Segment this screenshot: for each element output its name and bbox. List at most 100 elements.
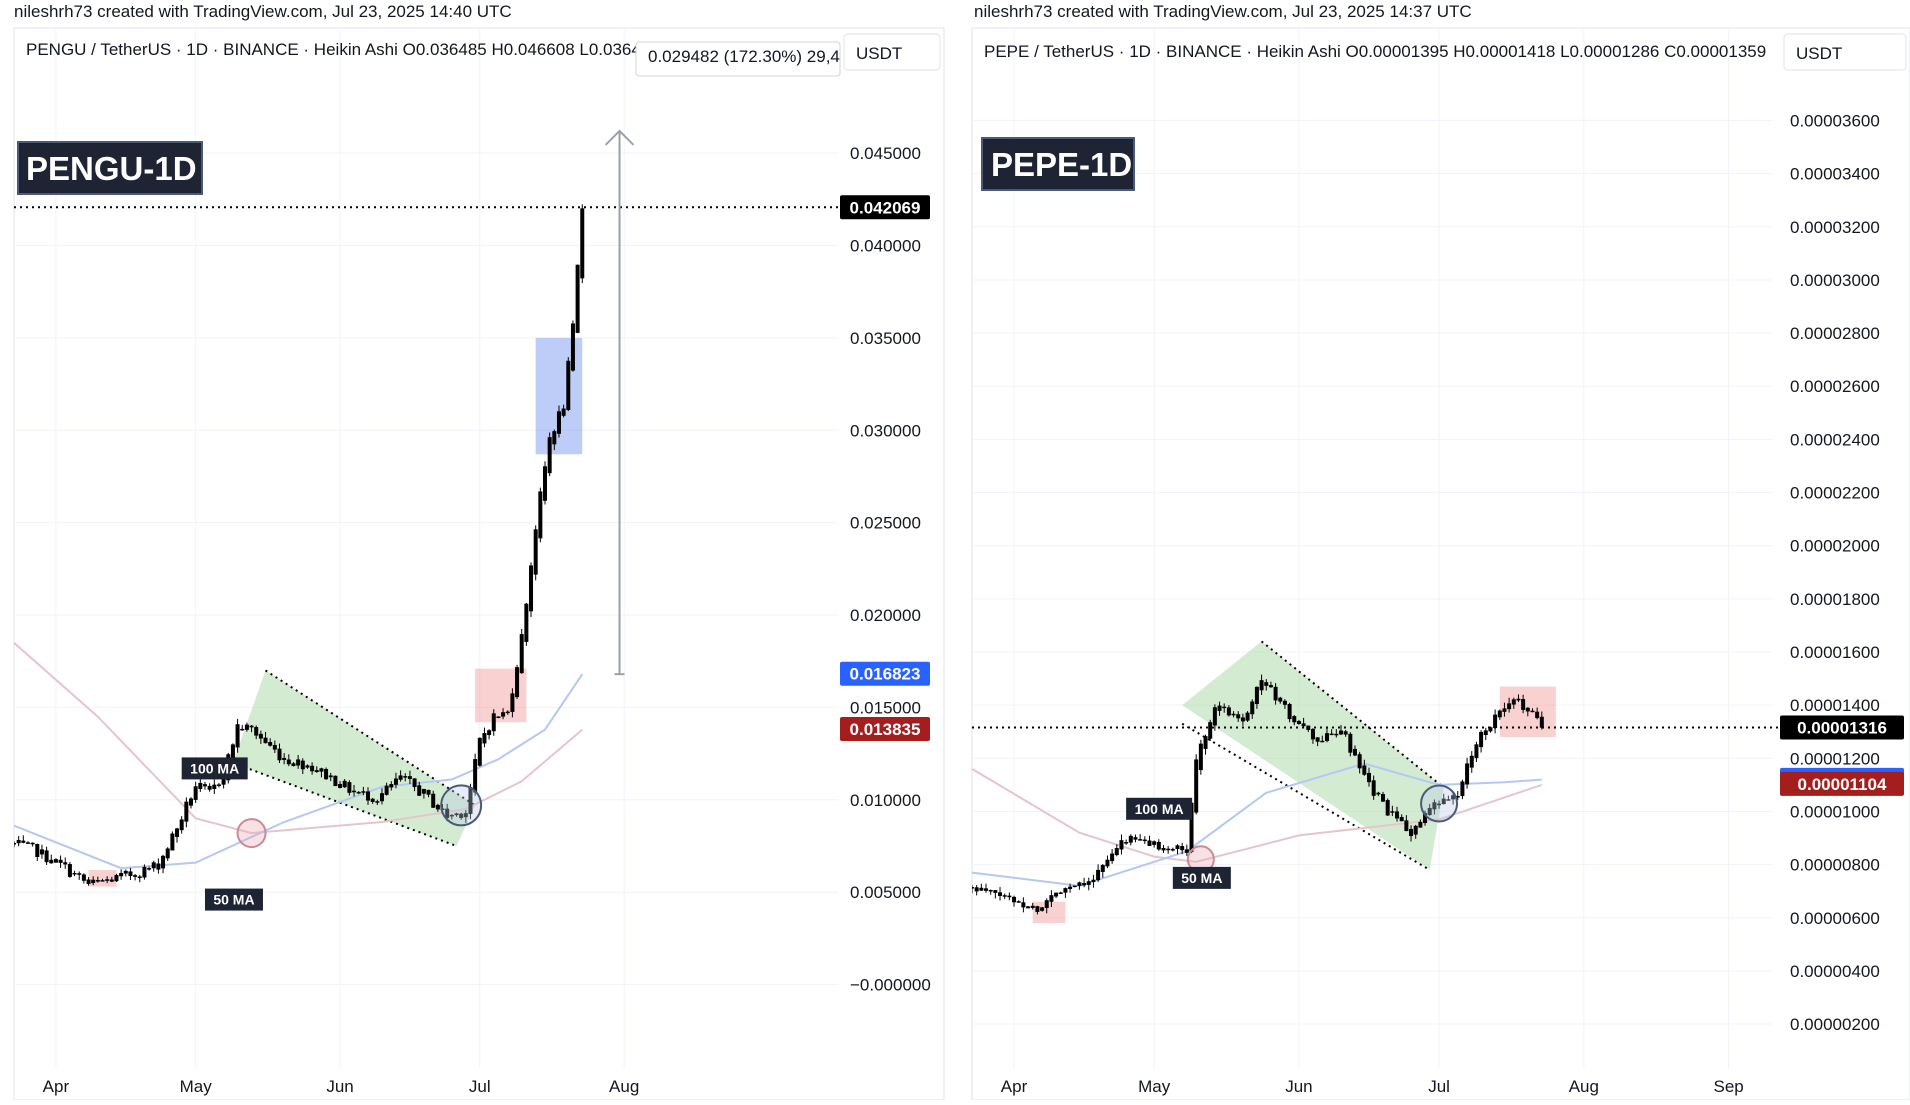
right-panel-frame — [971, 27, 1910, 1101]
pengu-credit: nileshrh73 created with TradingView.com,… — [14, 2, 512, 21]
candle-body — [1418, 821, 1423, 828]
y-tick-label: 0.00001400 — [1790, 696, 1880, 715]
candle-body — [1493, 714, 1498, 729]
y-tick-label: 0.00001600 — [1790, 643, 1880, 662]
candle-body — [1324, 733, 1329, 742]
red-bottom-box — [88, 870, 117, 887]
candle-body — [123, 870, 128, 874]
ma-50-label: 50 MA — [213, 892, 254, 908]
falling-wedge-zone — [1182, 641, 1444, 870]
candle-body — [431, 793, 436, 808]
ma50-badge — [840, 661, 930, 686]
x-tick-label: Apr — [1001, 1077, 1028, 1096]
candle-body — [1268, 685, 1273, 688]
pengu-currency-button[interactable]: USDT — [843, 33, 941, 71]
ma100-badge-text: 0.013835 — [850, 720, 921, 739]
candle-body — [189, 798, 193, 806]
candle-body — [356, 791, 361, 794]
candle-body — [501, 712, 506, 717]
price-badge — [840, 195, 930, 220]
candle-body — [1278, 697, 1283, 702]
chart-overlay: 0.045000 0.040000 0.035000 0.030000 0.025000… — [14, 111, 1904, 1096]
price-badge — [1780, 715, 1904, 740]
candle-body — [35, 844, 40, 858]
candle-body — [1427, 807, 1432, 815]
candle-body — [314, 770, 319, 773]
candle-body — [165, 848, 170, 859]
candle-body — [175, 828, 180, 837]
candle-body — [14, 843, 16, 845]
candle-body — [338, 783, 343, 788]
candle-body — [1026, 906, 1031, 909]
candle-body — [1409, 828, 1414, 837]
candle-body — [1539, 716, 1544, 728]
ma-50-line — [14, 673, 584, 870]
candle-body — [1208, 722, 1213, 739]
candle-body — [482, 732, 487, 744]
candle-body — [1362, 765, 1367, 775]
wedge-trendline — [232, 761, 457, 847]
candle-body — [1100, 864, 1105, 872]
pengu-title-badge: PENGU-1D — [17, 141, 203, 195]
x-tick-label: Jul — [469, 1077, 491, 1096]
pengu-measure-label: 0.029482 (172.30%) 29,4 — [648, 47, 840, 66]
pengu-header: PENGU / TetherUS · 1D · BINANCE · Heikin… — [26, 40, 748, 59]
candle-body — [282, 757, 287, 760]
ma-100-label: 100 MA — [190, 760, 239, 776]
pepe-title-badge: PEPE-1D — [981, 137, 1135, 191]
candle-body — [449, 814, 454, 817]
candle-body — [974, 887, 979, 892]
candle-body — [95, 880, 100, 882]
candle-body — [384, 785, 389, 795]
candle-body — [1259, 680, 1264, 691]
candle-body — [459, 813, 464, 818]
candle-body — [1054, 892, 1059, 897]
candle-body — [1423, 812, 1428, 824]
y-tick-label: 0.00001800 — [1790, 590, 1880, 609]
candle-body — [370, 798, 375, 802]
y-tick-label: 0.00000800 — [1790, 856, 1880, 875]
candle-body — [984, 888, 989, 891]
x-tick-label: Sep — [1714, 1077, 1744, 1096]
y-tick-label: 0.00001000 — [1790, 802, 1880, 821]
candle-body — [496, 716, 501, 718]
candle-body — [221, 779, 226, 785]
candle-body — [1413, 825, 1418, 835]
candle-body — [21, 840, 26, 843]
candle-body — [1483, 730, 1488, 736]
candle-body — [361, 791, 366, 793]
y-tick-label: 0.00003600 — [1790, 111, 1880, 130]
breakout-circle — [1420, 784, 1459, 823]
candle-body — [1254, 686, 1259, 705]
candle-body — [1175, 845, 1180, 850]
candle-body — [379, 793, 384, 802]
ma-100-line — [14, 642, 583, 835]
ma100-badge-text: 0.00001104 — [1798, 775, 1887, 794]
candle-body — [193, 786, 198, 800]
candle-body — [198, 782, 203, 789]
candle-body — [491, 713, 496, 732]
candle-body — [1156, 842, 1161, 850]
ma50-badge-text: 0.016823 — [850, 665, 921, 684]
candle-body — [300, 760, 305, 770]
candle-body — [1530, 710, 1535, 713]
pepe-currency-button[interactable]: USDT — [1783, 33, 1907, 71]
measure-arrow-head — [604, 129, 635, 146]
candle-body — [156, 863, 161, 870]
candle-body — [529, 565, 534, 612]
candle-body — [1437, 803, 1442, 806]
y-tick-label: 0.00002800 — [1790, 324, 1880, 343]
candle-body — [1488, 727, 1493, 732]
x-tick-label: Apr — [43, 1077, 70, 1096]
candle-body — [1376, 792, 1381, 795]
ma-label-box — [1172, 866, 1231, 889]
y-tick-label: 0.00000600 — [1790, 909, 1880, 928]
pengu-title-text: PENGU-1D — [26, 150, 197, 187]
candle-body — [1367, 772, 1371, 783]
candle-body — [49, 859, 54, 864]
candle-body — [1343, 731, 1348, 735]
candle-body — [328, 775, 333, 778]
ma-100-label: 100 MA — [1135, 801, 1184, 817]
candle-body — [291, 763, 296, 767]
